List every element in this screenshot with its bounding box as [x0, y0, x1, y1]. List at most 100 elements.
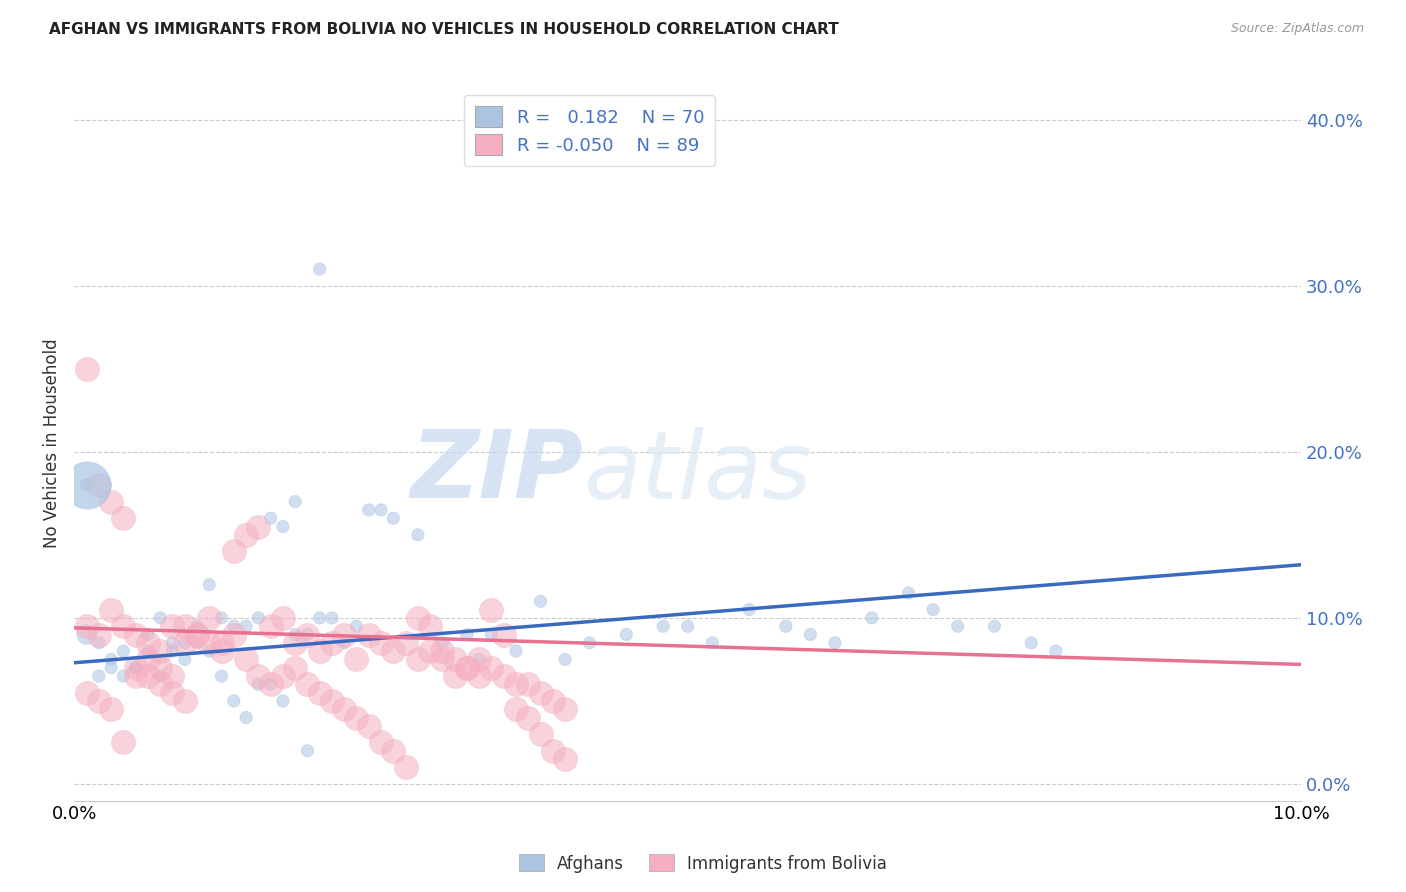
Point	[100, 494, 122, 508]
Point	[308, 611, 330, 625]
Point	[284, 661, 307, 675]
Point	[505, 677, 527, 691]
Point	[443, 652, 465, 666]
Point	[198, 636, 221, 650]
Point	[541, 744, 564, 758]
Point	[124, 661, 146, 675]
Point	[87, 636, 110, 650]
Point	[357, 719, 380, 733]
Point	[76, 686, 98, 700]
Point	[222, 627, 245, 641]
Point	[432, 644, 454, 658]
Point	[799, 627, 821, 641]
Point	[346, 710, 368, 724]
Point	[529, 686, 551, 700]
Point	[492, 669, 515, 683]
Point	[481, 627, 503, 641]
Point	[136, 644, 159, 658]
Point	[247, 669, 270, 683]
Point	[456, 627, 478, 641]
Point	[211, 669, 233, 683]
Point	[162, 686, 184, 700]
Y-axis label: No Vehicles in Household: No Vehicles in Household	[44, 339, 60, 549]
Point	[271, 694, 294, 708]
Point	[456, 661, 478, 675]
Point	[492, 627, 515, 641]
Point	[186, 619, 208, 633]
Point	[297, 677, 319, 691]
Point	[76, 619, 98, 633]
Point	[321, 611, 343, 625]
Point	[616, 627, 638, 641]
Point	[676, 619, 699, 633]
Point	[517, 677, 540, 691]
Point	[394, 636, 416, 650]
Point	[346, 652, 368, 666]
Point	[284, 627, 307, 641]
Point	[211, 636, 233, 650]
Point	[198, 644, 221, 658]
Point	[308, 644, 330, 658]
Point	[946, 619, 969, 633]
Point	[308, 686, 330, 700]
Point	[76, 361, 98, 376]
Point	[149, 611, 172, 625]
Point	[284, 494, 307, 508]
Point	[136, 627, 159, 641]
Point	[186, 627, 208, 641]
Point	[100, 652, 122, 666]
Point	[468, 669, 491, 683]
Point	[259, 619, 281, 633]
Point	[529, 594, 551, 608]
Point	[468, 652, 491, 666]
Point	[406, 652, 429, 666]
Point	[124, 661, 146, 675]
Point	[271, 519, 294, 533]
Point	[382, 744, 405, 758]
Point	[112, 735, 135, 749]
Point	[87, 478, 110, 492]
Point	[162, 669, 184, 683]
Text: atlas: atlas	[583, 426, 811, 517]
Point	[578, 636, 600, 650]
Point	[505, 702, 527, 716]
Point	[1019, 636, 1042, 650]
Point	[824, 636, 846, 650]
Point	[136, 636, 159, 650]
Point	[370, 503, 392, 517]
Point	[775, 619, 797, 633]
Point	[173, 636, 195, 650]
Point	[162, 644, 184, 658]
Point	[136, 669, 159, 683]
Point	[357, 503, 380, 517]
Point	[100, 661, 122, 675]
Point	[162, 636, 184, 650]
Point	[124, 627, 146, 641]
Text: Source: ZipAtlas.com: Source: ZipAtlas.com	[1230, 22, 1364, 36]
Point	[136, 652, 159, 666]
Point	[259, 677, 281, 691]
Point	[321, 694, 343, 708]
Point	[76, 478, 98, 492]
Point	[100, 702, 122, 716]
Point	[112, 669, 135, 683]
Point	[247, 677, 270, 691]
Point	[198, 577, 221, 591]
Point	[297, 627, 319, 641]
Point	[162, 619, 184, 633]
Point	[271, 611, 294, 625]
Point	[333, 627, 356, 641]
Point	[211, 644, 233, 658]
Point	[468, 652, 491, 666]
Point	[419, 644, 441, 658]
Point	[87, 627, 110, 641]
Point	[652, 619, 675, 633]
Point	[554, 702, 576, 716]
Point	[481, 661, 503, 675]
Point	[284, 636, 307, 650]
Point	[382, 644, 405, 658]
Point	[100, 602, 122, 616]
Point	[406, 611, 429, 625]
Point	[173, 694, 195, 708]
Point	[186, 636, 208, 650]
